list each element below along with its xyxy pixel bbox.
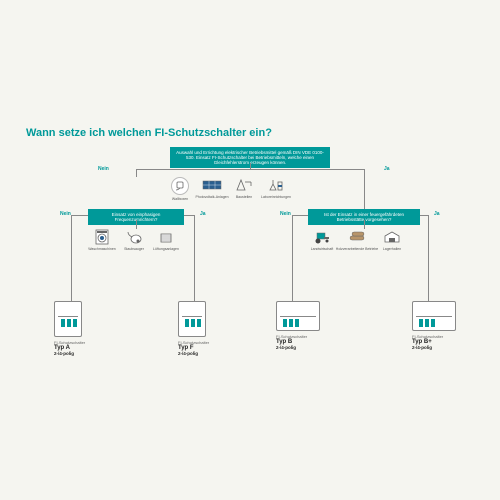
branch-ja-right: Ja	[434, 211, 440, 217]
icons-top-row: Wallboxen Photovoltaik-Anlagen Baustelle…	[166, 177, 290, 201]
warehouse-icon	[381, 229, 403, 245]
icon-waschmaschine: Waschmaschinen	[88, 229, 116, 251]
vacuum-icon	[123, 229, 145, 245]
connector	[364, 177, 365, 209]
connector	[194, 215, 195, 301]
result-typ-f: FI-Schutzschalter Typ F 2-/4-polig	[178, 301, 238, 356]
icon-lueftung: Lüftungsanlagen	[152, 229, 180, 251]
connector	[292, 215, 308, 216]
solar-panel-icon	[201, 177, 223, 193]
connector	[136, 169, 364, 170]
connector	[364, 220, 365, 229]
branch-nein-top: Nein	[98, 166, 109, 172]
ventilation-icon	[155, 229, 177, 245]
icon-holz: Holzverarbeitende Betriebe	[340, 229, 374, 251]
construction-icon	[233, 177, 255, 193]
branch-nein-left: Nein	[60, 211, 71, 217]
slide: Wann setze ich welchen FI-Schutzschalter…	[10, 115, 490, 385]
connector	[184, 215, 194, 216]
icon-baustelle: Baustellen	[230, 177, 258, 201]
wallbox-icon	[171, 177, 189, 195]
tractor-icon	[311, 229, 333, 245]
connector	[420, 215, 428, 216]
icon-lagerhalle: Lagerhallen	[378, 229, 406, 251]
connector	[71, 215, 72, 301]
decision-diagram: Auswahl und Errichtung elektrischer Betr…	[26, 147, 474, 377]
device-icon	[54, 301, 82, 337]
connector	[136, 220, 137, 229]
branch-ja-left: Ja	[200, 211, 206, 217]
lab-icon	[265, 177, 287, 193]
connector	[364, 169, 365, 177]
branch-ja-top: Ja	[384, 166, 390, 172]
branch-nein-right: Nein	[280, 211, 291, 217]
device-icon	[178, 301, 206, 337]
icons-right-lower: Landwirtschaft Holzverarbeitende Betrieb…	[308, 229, 406, 251]
page-title: Wann setze ich welchen FI-Schutzschalter…	[26, 127, 474, 139]
result-typ-b-plus: FI-Schutzschalter Typ B+ 2-/4-polig	[412, 301, 472, 350]
connector	[136, 169, 137, 177]
washer-icon	[91, 229, 113, 245]
result-typ-a: FI-Schutzschalter Typ A 2-/4-polig	[54, 301, 114, 356]
icons-left-lower: Waschmaschinen Staubsauger Lüftungsanlag…	[88, 229, 180, 251]
device-icon-wide	[276, 301, 320, 331]
device-icon-wide	[412, 301, 456, 331]
icon-photovoltaik: Photovoltaik-Anlagen	[198, 177, 226, 201]
icon-labor: Laboreinrichtungen	[262, 177, 290, 201]
connector	[292, 215, 293, 301]
icon-staubsauger: Staubsauger	[120, 229, 148, 251]
result-typ-b: FI-Schutzschalter Typ B 2-/4-polig	[276, 301, 336, 350]
wood-icon	[346, 229, 368, 245]
icon-landwirtschaft: Landwirtschaft	[308, 229, 336, 251]
connector	[71, 215, 88, 216]
icon-wallbox: Wallboxen	[166, 177, 194, 201]
connector	[428, 215, 429, 301]
